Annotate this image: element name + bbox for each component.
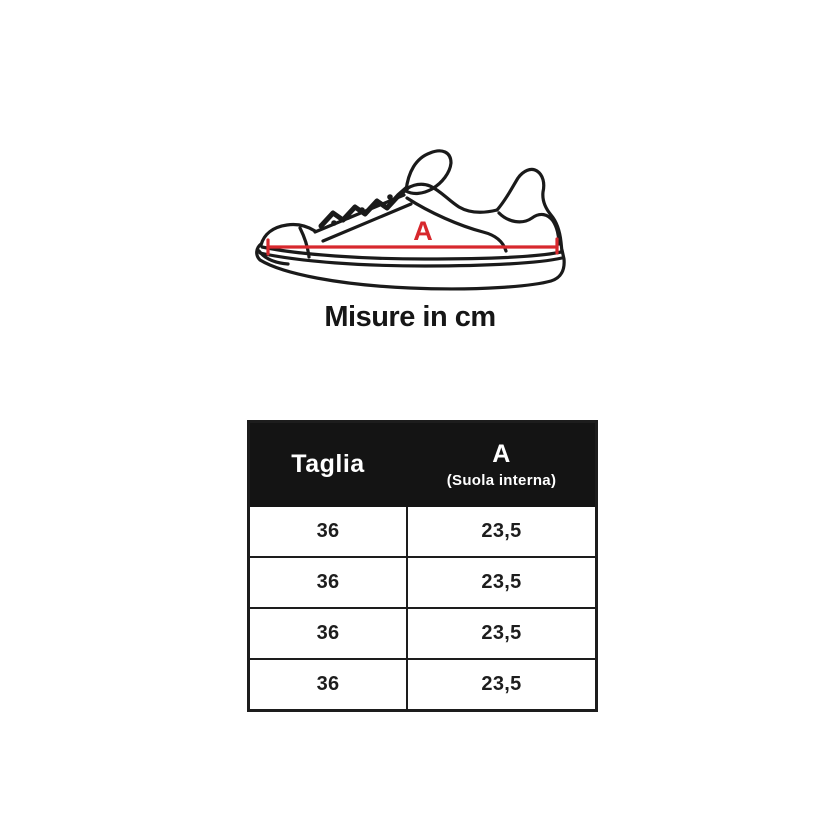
table-row: 36 23,5 [247, 505, 598, 558]
sneaker-diagram: A [255, 138, 595, 303]
cell-taglia: 36 [247, 658, 408, 712]
header-a-label: A [492, 439, 511, 468]
header-taglia-label: Taglia [291, 449, 365, 478]
measurement-label: A [413, 216, 433, 246]
cell-taglia: 36 [247, 505, 408, 558]
units-caption: Misure in cm [324, 301, 496, 333]
cell-a: 23,5 [406, 658, 598, 712]
measurement-arrow [266, 237, 559, 256]
cell-taglia: 36 [247, 607, 408, 660]
header-cell-a: A (Suola interna) [406, 420, 598, 507]
cell-a: 23,5 [406, 607, 598, 660]
eyelets [331, 194, 393, 226]
table-row: 36 23,5 [247, 658, 598, 712]
cell-a: 23,5 [406, 556, 598, 609]
table-row: 36 23,5 [247, 556, 598, 609]
header-row: Taglia A (Suola interna) [247, 420, 598, 507]
size-table-body: 36 23,5 36 23,5 36 23,5 36 23,5 [247, 505, 598, 712]
size-table: Taglia A (Suola interna) 36 23,5 36 23,5… [247, 420, 598, 712]
cell-a: 23,5 [406, 505, 598, 558]
header-cell-taglia: Taglia [247, 420, 408, 507]
laces [318, 185, 410, 229]
sneaker-line-art: A [255, 149, 566, 291]
size-table-header: Taglia A (Suola interna) [247, 420, 598, 507]
sneaker-outline [255, 149, 566, 291]
header-a-sublabel: (Suola interna) [446, 471, 557, 489]
cell-taglia: 36 [247, 556, 408, 609]
table-row: 36 23,5 [247, 607, 598, 660]
